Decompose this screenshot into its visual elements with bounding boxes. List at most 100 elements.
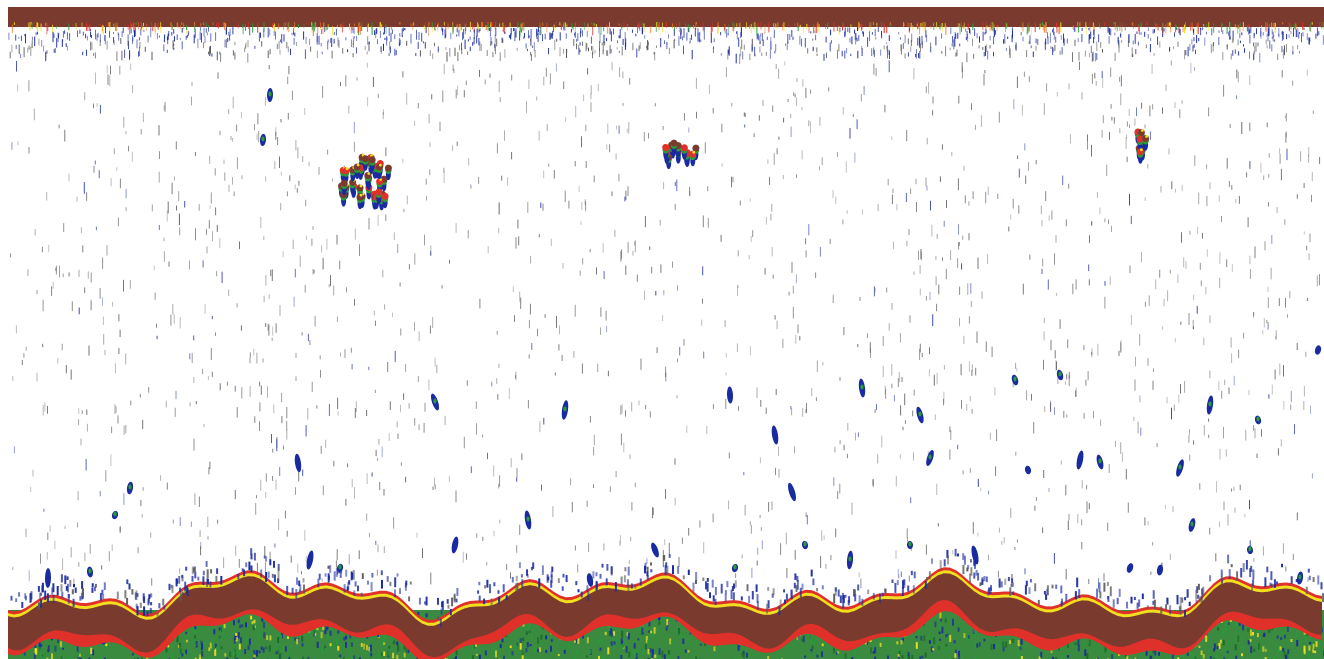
scatter-ping [41,246,43,253]
scatter-ping [544,314,546,318]
surface-ping [138,22,139,30]
seabed-speckle [1319,640,1322,643]
seabed-speckle [78,653,81,657]
seabed-fringe [67,583,69,593]
scatter-ping [104,349,106,356]
scatter-ping [837,491,839,499]
scatter-ping [299,255,301,267]
scatter-ping [974,124,976,130]
scatter-ping [286,530,288,537]
scatter-ping [615,153,617,160]
seabed-speckle [254,652,257,655]
surface-ping [594,49,596,54]
surface-ping [1266,22,1268,27]
scatter-ping [842,107,844,115]
seabed-speckle [870,647,872,654]
scatter-ping [748,255,750,260]
seabed-fringe [64,575,67,585]
scatter-ping [652,507,654,519]
scatter-ping [1226,259,1228,267]
seabed-fringe [81,587,84,597]
surface-ping [579,42,581,46]
surface-ping [1222,23,1224,27]
scatter-ping [760,527,762,531]
surface-ping [172,40,174,50]
seabed-fringe [360,592,363,597]
seabed-speckle [111,645,114,650]
seabed-fringe [928,571,931,580]
school-fish-highlight [692,150,696,154]
scatter-ping [58,124,60,129]
seabed-fringe [46,593,49,603]
seabed-fringe [646,566,649,575]
seabed-speckle [599,647,602,651]
scatter-ping [1018,205,1020,214]
surface-ping [1107,26,1109,33]
surface-ping [1318,31,1320,36]
surface-ping [499,23,501,29]
scatter-ping [253,348,255,356]
seabed-fringe [957,553,959,557]
scatter-ping [1223,426,1224,439]
seabed-speckle [1240,637,1242,640]
scatter-ping [1311,473,1313,479]
seabed-speckle [309,630,312,633]
surface-ping [736,23,738,27]
scatter-ping [194,493,196,505]
seabed-speckle [545,635,548,640]
surface-ping [749,53,751,61]
surface-ping [586,43,588,50]
scatter-ping [581,363,583,374]
surface-ping [495,44,496,55]
surface-ping [675,23,677,30]
seabed-speckle [280,634,282,639]
scatter-ping [322,257,324,270]
scatter-ping [1016,539,1018,543]
surface-ping [539,29,541,36]
seabed-speckle [209,642,212,649]
seabed-fringe [1074,591,1077,600]
seabed-speckle [1154,654,1157,659]
surface-ping [668,47,670,54]
scatter-ping [801,150,803,160]
seabed-speckle [1002,641,1005,647]
surface-ping [613,28,614,35]
scatter-ping [925,544,927,555]
scatter-ping [493,530,495,537]
scatter-ping [1120,75,1122,87]
seabed-fringe [15,598,18,602]
surface-ping [673,40,675,49]
scatter-ping [1249,255,1251,265]
scatter-ping [1155,279,1157,290]
surface-ping [279,39,281,43]
seabed-fringe [370,582,373,592]
scatter-ping [821,157,823,166]
surface-ping [1157,36,1159,45]
surface-ping [352,42,354,46]
scatter-ping [1268,202,1269,207]
surface-ping [89,24,91,32]
surface-ping [352,53,354,58]
surface-ping [686,32,688,41]
surface-ping [812,46,814,52]
surface-ping [135,22,137,25]
seabed-fringe [101,589,104,595]
scatter-ping [530,255,532,264]
seabed-speckle [796,634,799,641]
surface-ping [320,22,322,28]
seabed-speckle [722,643,725,651]
seabed-speckle [576,649,578,654]
surface-ping [549,32,551,40]
scatter-ping [1149,105,1151,117]
scatter-ping [656,347,658,353]
surface-ping [846,48,848,54]
surface-ping [456,28,458,33]
seabed-fringe [1141,593,1144,600]
surface-ping [710,26,712,36]
surface-ping [325,26,327,31]
scatter-ping [618,125,620,134]
seabed-fringe [150,593,153,598]
scatter-ping [1305,351,1307,357]
seabed-speckle [811,635,814,641]
surface-ping [1198,37,1200,42]
